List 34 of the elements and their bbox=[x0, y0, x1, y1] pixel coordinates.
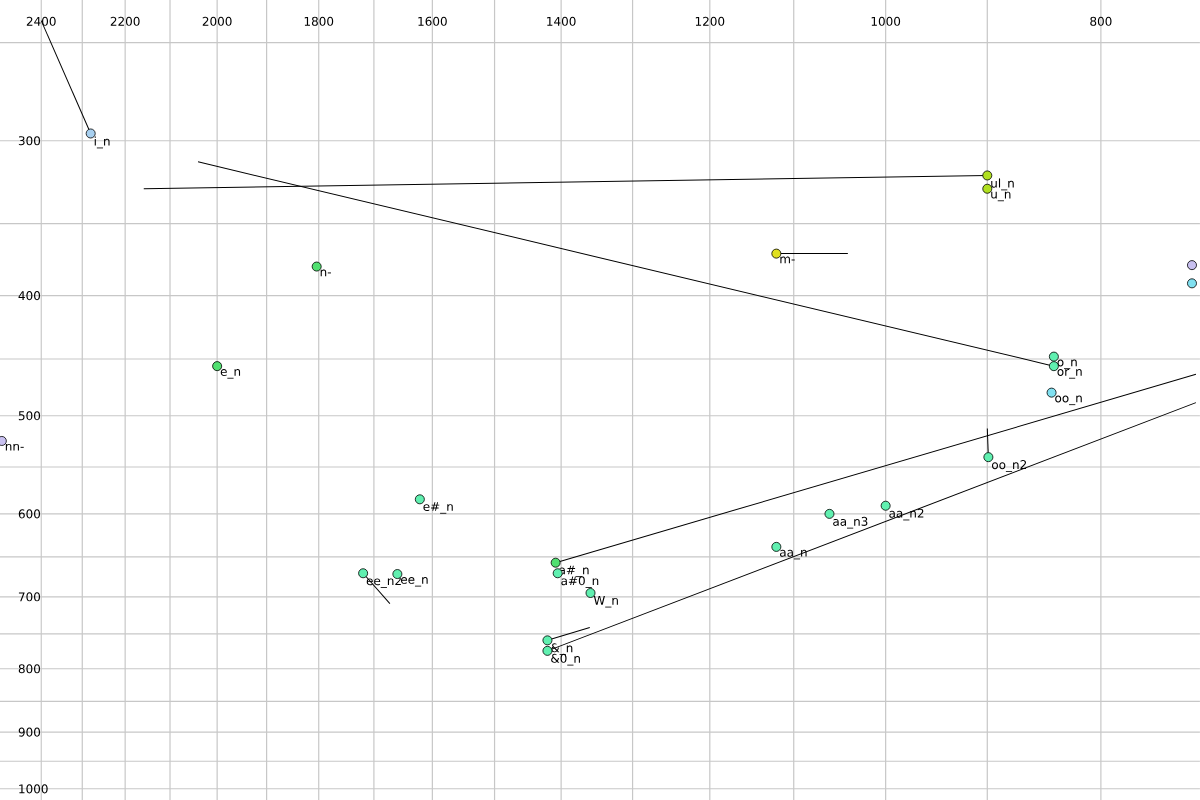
annotation: oo_n bbox=[1055, 395, 1082, 406]
x-tick-label: 2200 bbox=[110, 16, 140, 26]
annotation: oo_n2 bbox=[991, 460, 1027, 472]
x-tick-label: 800 bbox=[1090, 16, 1112, 26]
annotation: m- bbox=[780, 256, 795, 264]
annotation: a#0_n bbox=[561, 576, 599, 588]
x-tick-label: 1200 bbox=[695, 16, 725, 26]
annotation: aa_n3 bbox=[833, 516, 868, 529]
annotation: e#_n bbox=[423, 502, 453, 514]
y-tick-label: 800 bbox=[18, 664, 41, 674]
annotation: W_n bbox=[593, 595, 618, 608]
y-tick-label: 900 bbox=[18, 727, 41, 737]
annotation: o_n bbox=[1057, 359, 1077, 370]
y-tick-label: 300 bbox=[18, 136, 41, 146]
annotation: &0_n bbox=[551, 653, 580, 666]
annotation: n- bbox=[320, 269, 331, 277]
annotation: or_n bbox=[1057, 369, 1082, 379]
y-tick-label: 600 bbox=[18, 509, 41, 519]
x-tick-label: 2400 bbox=[26, 16, 56, 26]
annotation: nn- bbox=[5, 443, 24, 451]
x-tick-label: 1600 bbox=[418, 16, 447, 26]
x-tick-label: 1400 bbox=[547, 16, 576, 26]
annotation: ee_n bbox=[400, 576, 428, 587]
y-tick-label: 1000 bbox=[19, 784, 48, 794]
y-tick-label: 700 bbox=[18, 592, 41, 602]
annotation: i_n bbox=[94, 136, 110, 149]
x-tick-label: 1000 bbox=[871, 16, 901, 26]
x-tick-label: 2000 bbox=[202, 16, 232, 26]
y-tick-label: 400 bbox=[18, 291, 41, 301]
annotation: e_n bbox=[220, 369, 241, 379]
x-tick-label: 1800 bbox=[304, 16, 334, 26]
annotation: u_n bbox=[991, 191, 1011, 202]
y-tick-label: 500 bbox=[18, 411, 41, 421]
annotation: ul_n bbox=[991, 178, 1014, 191]
